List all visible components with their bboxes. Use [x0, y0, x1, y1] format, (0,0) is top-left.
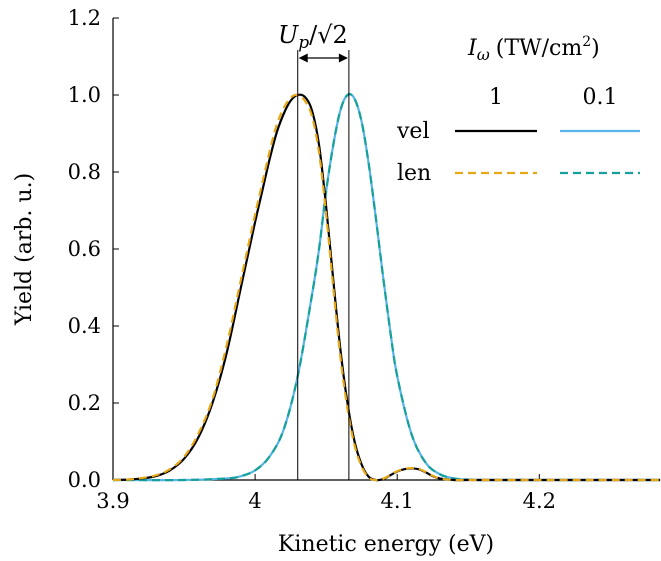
- axes: [112, 18, 655, 481]
- annotation-arrowhead-left: [298, 53, 308, 63]
- y-tick-label: 1.0: [68, 83, 101, 107]
- legend-column-header: 0.1: [583, 85, 618, 110]
- legend-row-label: vel: [396, 119, 429, 144]
- legend: Iω (TW/cm2) 1 0.1 vel len: [396, 34, 640, 186]
- x-tick-label: 4.1: [380, 489, 413, 513]
- y-tick-label: 0.6: [68, 237, 101, 261]
- y-tick-label: 1.2: [68, 6, 101, 30]
- x-tick-label: 4: [248, 489, 261, 513]
- y-tick-label: 0.0: [68, 468, 101, 492]
- x-tick-label: 3.9: [96, 489, 129, 513]
- series-lines: [112, 93, 661, 482]
- annotation-arrowhead-right: [338, 53, 348, 63]
- y-tick-label: 0.4: [68, 314, 101, 338]
- legend-row-label: len: [397, 161, 431, 186]
- x-ticks: 3.9 4 4.1 4.2: [96, 474, 556, 513]
- up-annotation: Up/√2: [278, 21, 350, 480]
- y-tick-label: 0.2: [68, 391, 101, 415]
- x-tick-label: 4.2: [523, 489, 556, 513]
- y-tick-label: 0.8: [68, 160, 101, 184]
- y-ticks: 0.0 0.2 0.4 0.6 0.8 1.0 1.2: [68, 6, 119, 492]
- y-axis-label: Yield (arb. u.): [12, 173, 37, 326]
- series-line-vel-1: [112, 93, 661, 482]
- series-line-vel-0_1: [112, 93, 661, 482]
- annotation-label: Up/√2: [278, 21, 348, 53]
- x-axis-label: Kinetic energy (eV): [278, 532, 494, 557]
- legend-title: Iω (TW/cm2): [467, 34, 600, 64]
- series-line-len-0_1: [112, 93, 661, 482]
- legend-column-header: 1: [489, 85, 503, 110]
- series-line-len-1: [112, 93, 661, 482]
